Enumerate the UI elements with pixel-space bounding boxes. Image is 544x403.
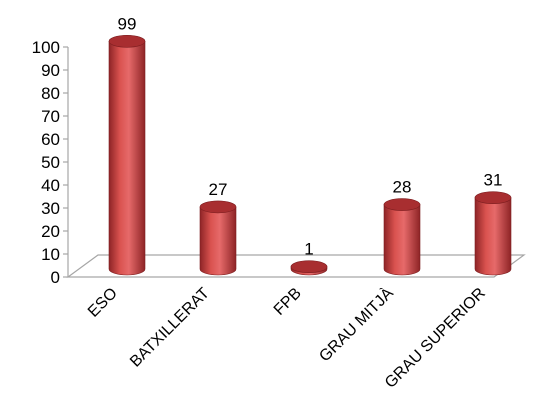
y-tick-label: 0 xyxy=(51,268,60,287)
data-label: 31 xyxy=(484,171,503,190)
bar-grau-mitjà xyxy=(383,198,421,276)
data-label: 27 xyxy=(209,180,228,199)
y-tick-label: 60 xyxy=(41,130,60,149)
bar-fpb xyxy=(290,260,328,276)
y-tick-label: 90 xyxy=(41,61,60,80)
data-label: 99 xyxy=(118,14,137,33)
bar-body xyxy=(383,204,421,276)
x-category-label: FPB xyxy=(271,285,305,319)
bar-batxillerat xyxy=(199,200,237,276)
bar-body xyxy=(108,41,146,276)
y-tick-label: 80 xyxy=(41,84,60,103)
bar-top xyxy=(199,200,237,214)
x-category-label: GRAU SUPERIOR xyxy=(382,285,489,392)
y-tick-label: 20 xyxy=(41,222,60,241)
bar-top xyxy=(108,34,146,48)
bar-body xyxy=(474,197,512,276)
y-tick-label: 40 xyxy=(41,176,60,195)
y-tick-label: 10 xyxy=(41,245,60,264)
bars-layer xyxy=(108,34,512,276)
y-tick-label: 70 xyxy=(41,107,60,126)
x-category-label: GRAU MITJÀ xyxy=(315,283,397,365)
y-tick-label: 100 xyxy=(32,38,60,57)
bar-top xyxy=(383,198,421,211)
y-tick-label: 50 xyxy=(41,153,60,172)
data-label: 1 xyxy=(304,240,313,259)
data-label: 28 xyxy=(393,178,412,197)
bar-top xyxy=(474,191,512,204)
bar-eso xyxy=(108,34,146,276)
bar-body xyxy=(199,206,237,276)
y-tick-label: 30 xyxy=(41,199,60,218)
labels-layer: 0 10 20 30 40 50 60 70 80 90 100 99 27 1 28 31 ESO BATXIL… xyxy=(32,14,503,391)
bar-top xyxy=(290,260,328,274)
x-category-label: BATXILLERAT xyxy=(127,285,213,371)
x-category-label: ESO xyxy=(85,285,121,321)
bar-grau-superior xyxy=(474,191,512,276)
